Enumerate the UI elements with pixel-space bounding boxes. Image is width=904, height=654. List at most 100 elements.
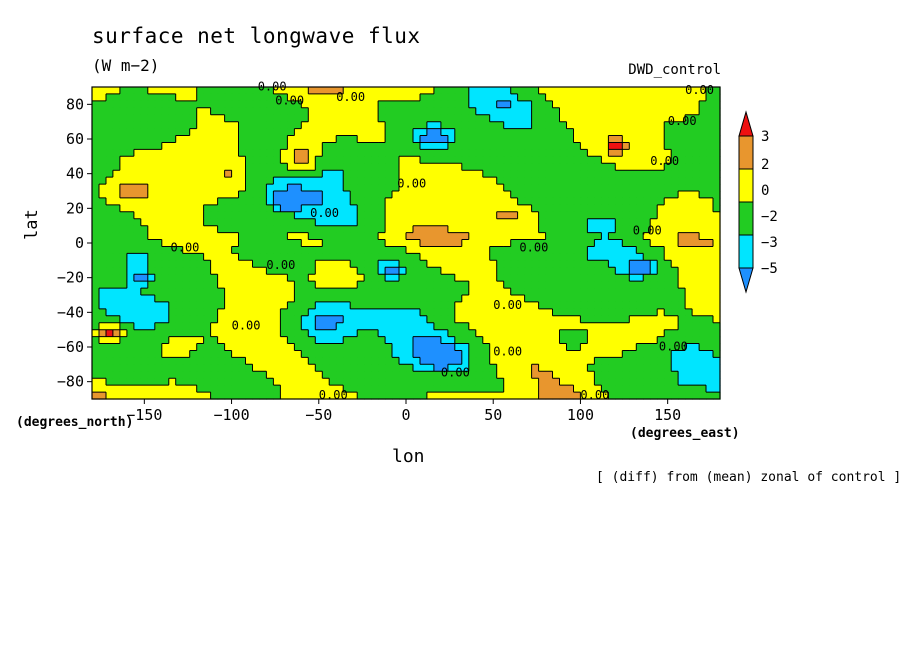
field-cell (608, 204, 616, 213)
y-tick-label: 60 (66, 130, 84, 148)
field-cell (126, 378, 135, 386)
field-cell (392, 274, 400, 282)
field-cell (161, 218, 170, 227)
field-cell (406, 225, 414, 234)
field-cell (175, 308, 184, 317)
field-cell (413, 87, 421, 95)
field-cell (126, 142, 135, 150)
field-cell (217, 267, 226, 275)
field-cell (147, 191, 156, 199)
field-cell (706, 392, 714, 400)
field-cell (126, 371, 135, 379)
field-cell (420, 281, 428, 289)
field-cell (154, 170, 163, 178)
contour-label: 0.00 (633, 223, 662, 237)
field-cell (413, 135, 421, 143)
field-cell (622, 232, 630, 241)
field-cell (706, 149, 714, 157)
field-cell (203, 135, 212, 143)
field-cell (329, 93, 337, 102)
field-cell (182, 295, 191, 303)
field-cell (692, 135, 700, 143)
field-cell (559, 225, 568, 234)
field-cell (378, 392, 386, 400)
field-cell (364, 87, 372, 95)
field-cell (308, 135, 316, 143)
field-cell (643, 232, 651, 241)
field-cell (126, 260, 135, 268)
field-cell (161, 288, 170, 296)
field-cell (301, 308, 309, 317)
field-cell (517, 301, 526, 310)
field-cell (706, 336, 714, 345)
field-cell (112, 392, 121, 400)
field-cell (175, 149, 184, 157)
field-cell (147, 378, 156, 386)
field-cell (587, 135, 595, 143)
field-cell (385, 135, 393, 143)
field-cell (650, 246, 658, 254)
field-cell (580, 385, 588, 393)
field-cell (496, 322, 505, 331)
field-cell (601, 267, 609, 275)
field-cell (629, 239, 637, 247)
field-cell (329, 128, 337, 137)
colorbar-min-arrow (738, 267, 754, 294)
field-cell (566, 260, 575, 268)
field-cell (454, 253, 463, 261)
field-cell (440, 253, 449, 261)
field-cell (622, 128, 630, 137)
field-cell (399, 315, 407, 324)
field-cell (196, 163, 205, 171)
field-cell (413, 301, 421, 310)
field-cell (385, 301, 393, 310)
field-cell (608, 197, 616, 206)
field-cell (573, 232, 582, 241)
field-cell (357, 274, 365, 282)
field-cell (231, 378, 240, 386)
field-cell (461, 253, 470, 261)
field-cell (343, 163, 351, 171)
field-cell (294, 392, 302, 400)
field-cell (287, 392, 295, 400)
field-cell (252, 177, 261, 185)
field-cell (566, 114, 575, 123)
field-cell (231, 211, 240, 220)
field-cell (182, 149, 191, 157)
field-cell (322, 177, 330, 185)
field-cell (657, 114, 665, 123)
field-cell (454, 184, 463, 192)
field-cell (378, 142, 386, 150)
field-cell (461, 93, 470, 102)
field-cell (636, 281, 644, 289)
field-cell (657, 329, 665, 338)
field-cell (608, 329, 616, 338)
field-cell (203, 350, 212, 358)
field-cell (559, 308, 568, 317)
field-cell (692, 315, 700, 324)
field-cell (189, 87, 198, 95)
field-cell (552, 385, 561, 393)
field-cell (126, 197, 135, 206)
field-cell (433, 218, 442, 227)
field-cell (231, 163, 240, 171)
field-cell (154, 191, 163, 199)
field-cell (447, 371, 456, 379)
field-cell (713, 177, 721, 185)
field-cell (643, 281, 651, 289)
field-cell (468, 392, 477, 400)
field-cell (545, 135, 554, 143)
field-cell (566, 128, 575, 137)
field-cell (231, 239, 240, 247)
field-cell (685, 135, 693, 143)
field-cell (112, 267, 121, 275)
field-cell (636, 336, 644, 345)
field-cell (336, 87, 344, 95)
field-cell (566, 225, 575, 234)
field-cell (615, 357, 623, 365)
field-cell (126, 100, 135, 109)
field-cell (210, 295, 219, 303)
field-cell (203, 128, 212, 137)
field-cell (468, 232, 477, 241)
